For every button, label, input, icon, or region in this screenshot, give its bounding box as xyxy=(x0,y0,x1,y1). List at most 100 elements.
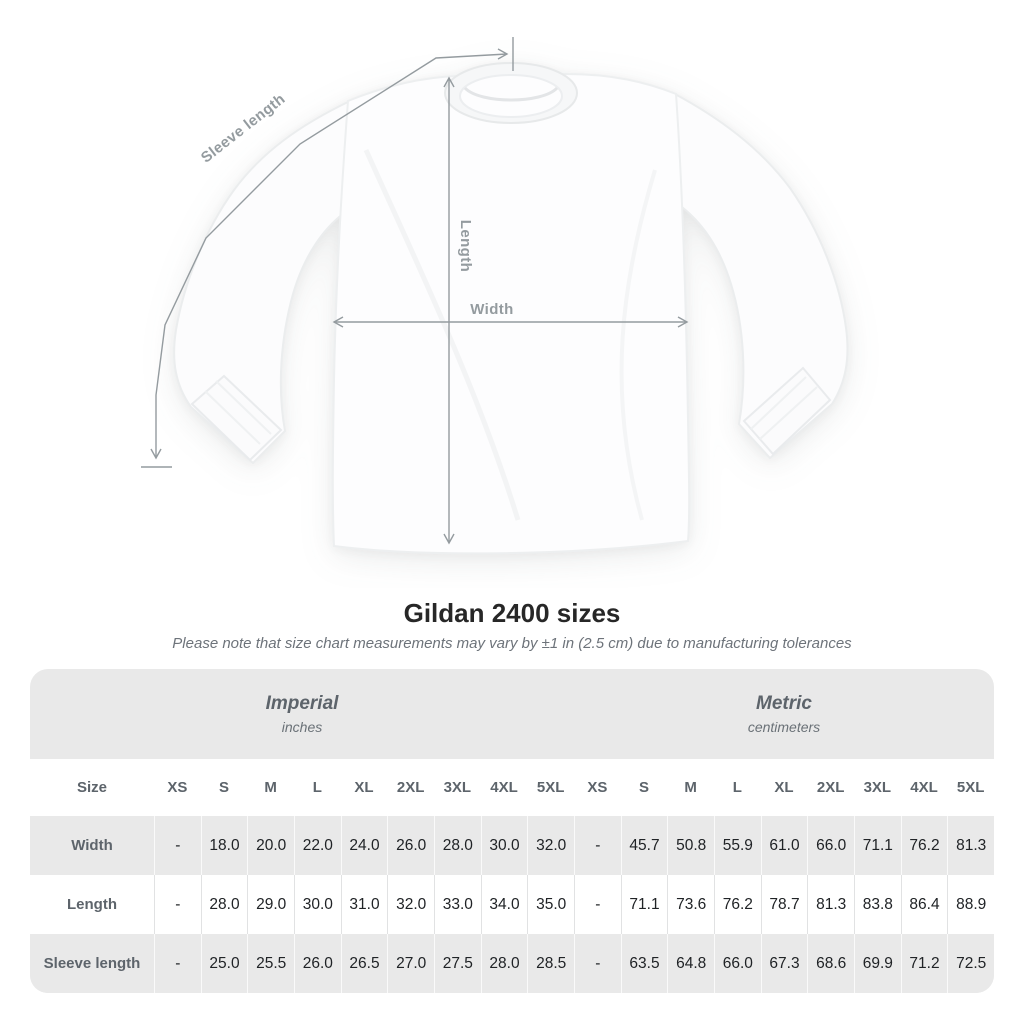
sleeve-length-line xyxy=(155,53,508,458)
collar-inner xyxy=(459,74,563,118)
size-col-header: M xyxy=(684,779,697,796)
width-arrow-right xyxy=(677,316,689,328)
right-cuff xyxy=(742,366,832,456)
sleeve-arrow-right xyxy=(497,48,509,60)
table-row: Length -28.0 29.0 30.0 31.0 32.0 33.0 34.0 35.0-… xyxy=(30,875,994,934)
heading: Gildan 2400 sizes Please note that size … xyxy=(0,598,1024,653)
table-row: Sleeve length -25.0 25.5 26.0 26.5 27.0 27.5 28… xyxy=(30,934,994,993)
size-col-header: 3XL xyxy=(443,779,472,796)
value-cell: 34.0 xyxy=(480,875,528,934)
value-cell: - xyxy=(154,816,201,875)
width-label: Width xyxy=(470,301,514,318)
length-arrow-top xyxy=(443,76,455,88)
shirt-illustration xyxy=(173,62,849,555)
value-cell: 26.0 xyxy=(294,934,341,993)
tolerance-note: Please note that size chart measurements… xyxy=(172,635,852,652)
size-col-header: 5XL xyxy=(536,779,565,796)
value-cell: - xyxy=(154,934,201,993)
value-cell: 29.0 xyxy=(247,875,294,934)
measurement-lines xyxy=(141,37,689,545)
size-header-row: Size XS S M L XL 2XL 3XL 4XL 5XL XS S M L XL 2XL 3XL 4XL… xyxy=(30,759,994,816)
size-col-header: L xyxy=(732,779,742,796)
length-label: Length xyxy=(457,220,474,272)
size-col-header: L xyxy=(312,779,322,796)
value-cell: - xyxy=(574,934,621,993)
left-cuff xyxy=(190,374,283,462)
value-cell: 24.0 xyxy=(340,816,388,875)
value-cell: 67.3 xyxy=(760,934,808,993)
value-cell: 72.5 xyxy=(947,934,994,993)
value-cell: 22.0 xyxy=(294,816,341,875)
size-col-header: S xyxy=(638,779,649,796)
value-cell: 76.2 xyxy=(714,875,761,934)
sleeve-arrow-down xyxy=(150,448,162,460)
value-cell: 88.9 xyxy=(947,875,994,934)
value-cell: 35.0 xyxy=(527,875,574,934)
value-cell: 66.0 xyxy=(807,816,854,875)
measurement-row-label: Sleeve length xyxy=(43,955,141,972)
size-col-header: 4XL xyxy=(490,779,518,796)
value-cell: 45.7 xyxy=(620,816,668,875)
value-cell: 26.5 xyxy=(340,934,388,993)
value-cell: 71.1 xyxy=(854,816,901,875)
size-col-header: XS xyxy=(587,779,608,796)
unit-group-metric: Metric centimeters xyxy=(574,669,994,759)
value-cell: 83.8 xyxy=(854,875,901,934)
value-cell: 73.6 xyxy=(667,875,714,934)
value-cell: 33.0 xyxy=(434,875,481,934)
value-cell: 30.0 xyxy=(480,816,528,875)
value-cell: 81.3 xyxy=(947,816,994,875)
value-cell: 28.0 xyxy=(480,934,528,993)
value-cell: 61.0 xyxy=(760,816,808,875)
shirt-measurement-diagram: Width Length Sleeve length xyxy=(141,37,849,555)
size-col-header: XL xyxy=(354,779,374,796)
metric-sublabel: centimeters xyxy=(747,719,821,735)
value-cell: 71.1 xyxy=(620,875,668,934)
value-cell: 71.2 xyxy=(900,934,948,993)
size-col-header: 3XL xyxy=(863,779,892,796)
value-cell: 86.4 xyxy=(900,875,948,934)
value-cell: 76.2 xyxy=(900,816,948,875)
fold-line xyxy=(619,169,657,521)
measurement-row-label: Length xyxy=(67,896,117,913)
left-sleeve xyxy=(173,99,352,465)
right-sleeve xyxy=(671,91,849,460)
table-row: Width -18.0 20.0 22.0 24.0 26.0 28.0 30.0 32.0-4… xyxy=(30,816,994,875)
value-cell: 32.0 xyxy=(387,875,434,934)
value-cell: 50.8 xyxy=(667,816,714,875)
size-col-header: 2XL xyxy=(396,779,425,796)
size-table: Imperial inches Metric centimeters Size … xyxy=(30,669,994,993)
unit-group-imperial: Imperial inches xyxy=(30,669,574,759)
value-cell: 20.0 xyxy=(247,816,294,875)
value-cell: 64.8 xyxy=(667,934,714,993)
value-cell: 31.0 xyxy=(340,875,388,934)
collar-shadow xyxy=(463,86,559,102)
table-rows: Width -18.0 20.0 22.0 24.0 26.0 28.0 30.0 32.0-4… xyxy=(30,816,994,993)
value-cell: 32.0 xyxy=(527,816,574,875)
value-cell: 25.0 xyxy=(200,934,248,993)
value-cell: - xyxy=(574,875,621,934)
value-cell: 78.7 xyxy=(760,875,808,934)
size-header-label: Size xyxy=(76,779,107,796)
size-col-header: XL xyxy=(774,779,794,796)
value-cell: 69.9 xyxy=(854,934,901,993)
size-col-header: XS xyxy=(167,779,188,796)
value-cell: 18.0 xyxy=(200,816,248,875)
right-cuff-ribbing xyxy=(750,376,818,440)
imperial-sublabel: inches xyxy=(281,719,323,735)
width-arrow-left xyxy=(332,316,344,328)
value-cell: - xyxy=(574,816,621,875)
value-cell: 81.3 xyxy=(807,875,854,934)
value-cell: 68.6 xyxy=(807,934,854,993)
value-cell: 28.0 xyxy=(434,816,481,875)
fold-line xyxy=(363,148,521,521)
shirt-body xyxy=(331,72,691,555)
left-cuff-ribbing xyxy=(204,380,272,445)
metric-label: Metric xyxy=(756,693,812,714)
size-col-header: M xyxy=(264,779,277,796)
size-col-header: 2XL xyxy=(816,779,845,796)
value-cell: 27.5 xyxy=(434,934,481,993)
length-arrow-bottom xyxy=(443,533,455,545)
value-cell: 66.0 xyxy=(714,934,761,993)
